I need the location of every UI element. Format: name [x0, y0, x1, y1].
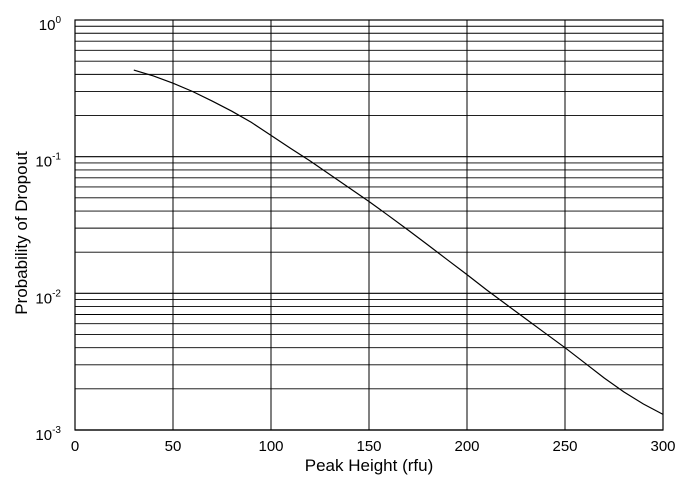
y-tick-label: 100 [39, 15, 62, 34]
y-tick-label: 10-1 [35, 152, 61, 171]
y-tick-label: 10-3 [35, 425, 61, 444]
series-layer [133, 69, 664, 415]
y-tick-labels: 10-3 10-2 10-1 100 [35, 15, 61, 444]
x-tick-label: 300 [650, 438, 675, 455]
series-line [133, 69, 664, 415]
x-tick-label: 250 [552, 438, 577, 455]
x-tick-label: 200 [454, 438, 479, 455]
x-tick-label: 0 [71, 438, 79, 455]
x-tick-label: 50 [165, 438, 182, 455]
plot-frame [74, 19, 664, 431]
x-tick-labels: 0 50 100 150 200 250 300 [71, 438, 676, 455]
x-tick-label: 150 [356, 438, 381, 455]
y-axis-label: Probability of Dropout [12, 151, 31, 315]
x-axis-label: Peak Height (rfu) [305, 456, 434, 475]
y-tick-label: 10-2 [35, 288, 61, 307]
x-tick-label: 100 [258, 438, 283, 455]
grid [74, 20, 664, 431]
